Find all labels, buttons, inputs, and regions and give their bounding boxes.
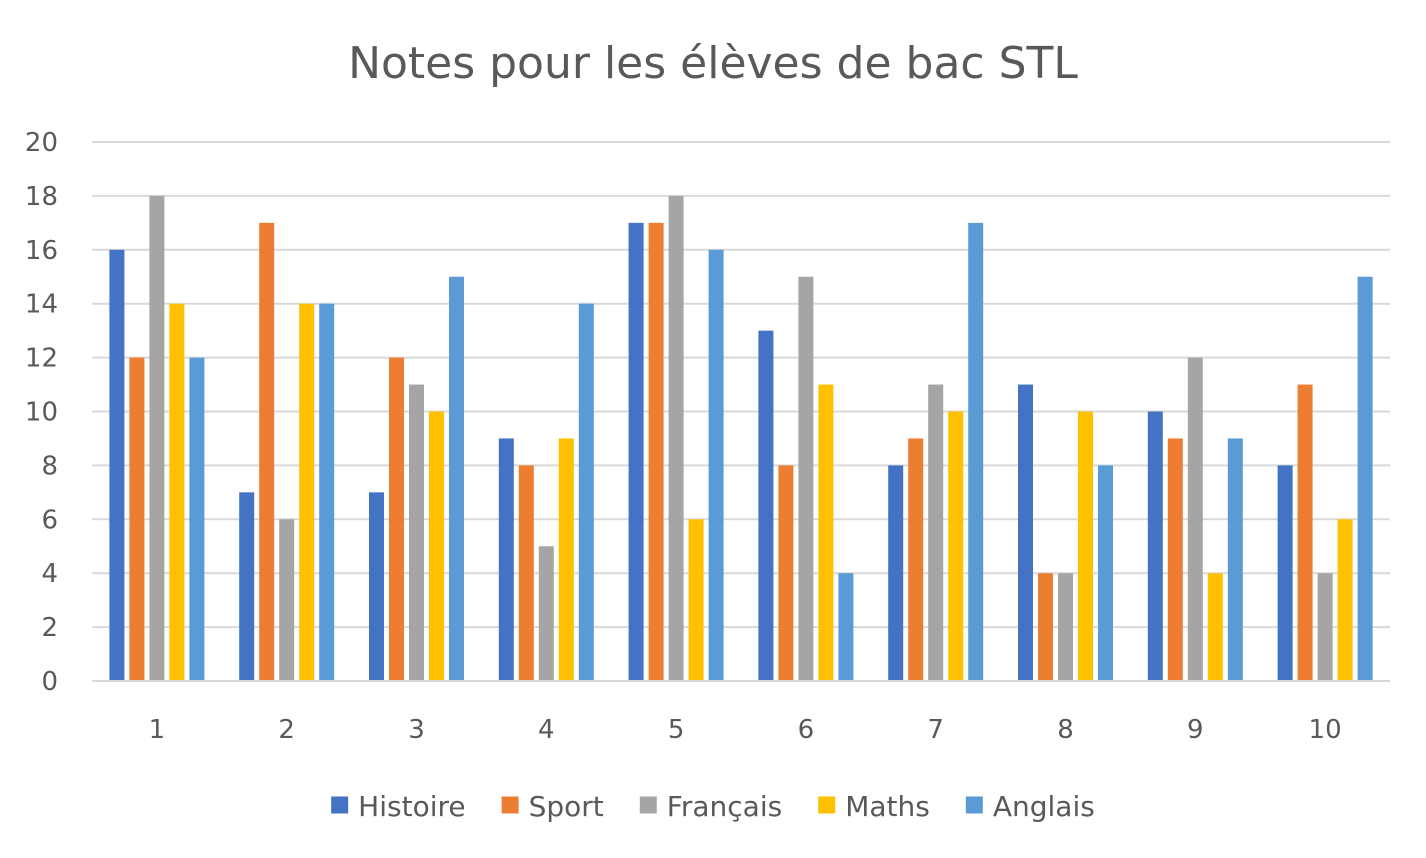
legend-label: Maths [845,790,930,823]
chart-title: Notes pour les élèves de bac STL [348,38,1078,89]
bar-sport-4 [518,465,534,681]
legend-label: Français [667,790,782,823]
bar-maths-8 [1078,411,1093,681]
legend-item-histoire: Histoire [331,790,466,823]
x-tick-label: 3 [408,715,425,745]
bar-maths-4 [558,438,574,681]
bar-maths-3 [429,411,444,681]
x-tick-label: 10 [1309,715,1342,745]
bar-histoire-10 [1277,465,1293,681]
x-tick-label: 4 [538,715,555,745]
bar-sport-3 [389,357,404,681]
bar-histoire-9 [1147,411,1163,681]
legend-item-francais: Français [639,790,782,823]
bar-anglais-1 [189,357,205,681]
bar-francais-6 [798,276,814,681]
bar-francais-8 [1058,573,1073,681]
bar-maths-6 [818,384,834,681]
y-tick-label: 0 [41,667,58,697]
legend-swatch [818,796,836,814]
y-tick-label: 4 [41,559,58,589]
bar-histoire-8 [1018,384,1033,681]
bar-sport-2 [259,222,275,681]
bar-sport-10 [1297,384,1313,681]
bar-francais-4 [538,546,554,681]
bar-histoire-2 [239,492,255,681]
bar-anglais-8 [1098,465,1113,681]
bar-anglais-3 [449,276,464,681]
y-axis-ticks: 0 2 4 6 8 10 12 14 16 18 20 [25,128,58,697]
bar-histoire-1 [109,249,125,682]
bar-anglais-5 [708,249,724,682]
bar-anglais-6 [838,573,854,681]
x-tick-label: 5 [668,715,685,745]
bar-anglais-2 [319,303,335,681]
bar-francais-1 [149,195,165,681]
bar-maths-1 [169,303,185,681]
legend-swatch [331,796,349,814]
bar-maths-7 [948,411,964,681]
y-tick-label: 8 [41,451,58,481]
x-tick-label: 6 [798,715,815,745]
y-tick-label: 6 [41,505,58,535]
y-tick-label: 2 [41,613,58,643]
y-tick-label: 10 [25,398,58,428]
bar-sport-5 [648,222,664,681]
bar-anglais-7 [968,222,984,681]
bar-maths-2 [299,303,315,681]
legend-label: Anglais [993,790,1095,823]
legend-item-anglais: Anglais [965,790,1095,823]
bar-anglais-4 [578,303,594,681]
bar-histoire-3 [369,492,384,681]
y-tick-label: 16 [25,236,58,266]
x-axis-ticks: 1 2 3 4 5 6 7 8 9 10 [149,715,1342,745]
bar-francais-5 [668,195,684,681]
legend: Histoire Sport Français Maths Anglais [331,790,1095,823]
bar-maths-9 [1207,573,1223,681]
legend-label: Sport [529,790,604,823]
x-tick-label: 8 [1057,715,1074,745]
x-tick-label: 1 [149,715,166,745]
x-tick-label: 9 [1187,715,1204,745]
bar-sport-9 [1167,438,1183,681]
bar-histoire-7 [888,465,904,681]
bar-histoire-5 [628,222,644,681]
bar-sport-1 [129,357,145,681]
y-tick-label: 18 [25,182,58,212]
legend-item-maths: Maths [818,790,930,823]
legend-swatch [501,796,519,814]
y-tick-label: 12 [25,344,58,374]
y-tick-label: 20 [25,128,58,158]
bar-sport-8 [1038,573,1053,681]
bar-sport-6 [778,465,794,681]
x-tick-label: 7 [927,715,944,745]
bar-francais-9 [1187,357,1203,681]
bar-maths-10 [1337,519,1353,681]
legend-swatch [965,796,983,814]
y-tick-label: 14 [25,290,58,320]
bars [109,195,1373,682]
bar-francais-3 [409,384,424,681]
bar-francais-2 [279,519,295,681]
x-tick-label: 2 [278,715,295,745]
legend-item-sport: Sport [501,790,604,823]
legend-label: Histoire [358,790,465,823]
bar-anglais-10 [1357,276,1373,681]
bar-histoire-4 [498,438,514,681]
bar-histoire-6 [758,330,774,681]
bar-francais-7 [928,384,944,681]
bar-maths-5 [688,519,704,681]
bar-sport-7 [908,438,924,681]
bar-anglais-9 [1227,438,1243,681]
legend-swatch [639,796,657,814]
bar-francais-10 [1317,573,1333,681]
